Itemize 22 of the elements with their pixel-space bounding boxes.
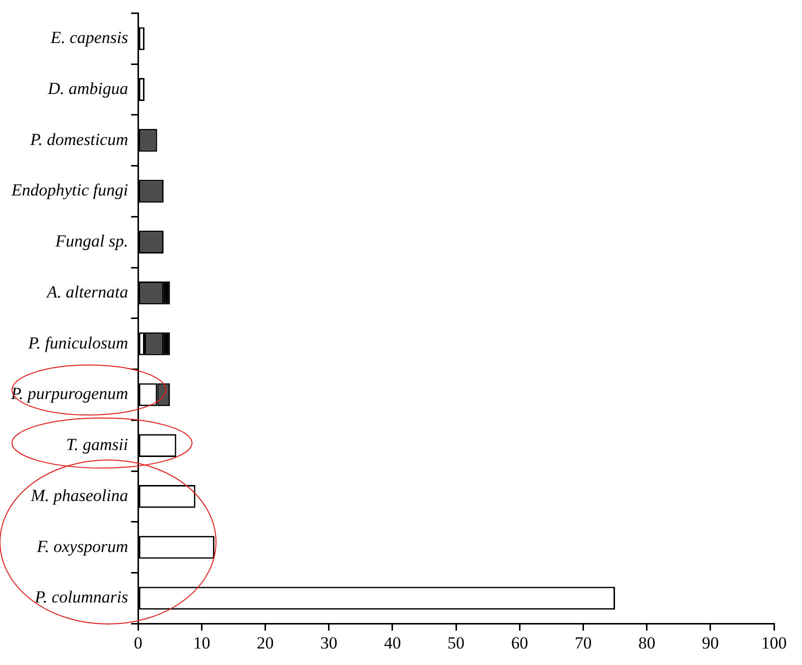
x-tick-label: 40	[384, 633, 401, 652]
y-tick-label: P. domesticum	[29, 130, 128, 149]
y-tick-label: P. columnaris	[34, 588, 128, 607]
x-tick-label: 20	[256, 633, 274, 652]
y-tick-label: Fungal sp.	[54, 232, 128, 251]
x-tick-label: 90	[702, 633, 719, 652]
y-tick-label: P. funiculosum	[27, 333, 128, 352]
x-tick-label: 0	[134, 633, 142, 652]
x-tick-label: 50	[448, 633, 465, 652]
y-tick-label: M. phaseolina	[30, 486, 128, 505]
y-tick-label: A. alternata	[46, 282, 128, 302]
x-tick-label: 80	[638, 633, 656, 652]
y-tick-label: E. capensis	[50, 28, 128, 48]
x-tick-label: 30	[320, 633, 338, 652]
y-tick-label: D. ambigua	[46, 78, 128, 98]
x-tick-label: 60	[511, 633, 528, 652]
x-tick-label: 10	[193, 633, 210, 652]
y-tick-label: F. oxysporum	[36, 536, 128, 556]
x-tick-label: 100	[761, 633, 787, 652]
y-tick-label: T. gamsii	[66, 435, 128, 454]
y-tick-label: Endophytic fungi	[10, 180, 128, 200]
x-tick-label: 70	[574, 633, 592, 652]
